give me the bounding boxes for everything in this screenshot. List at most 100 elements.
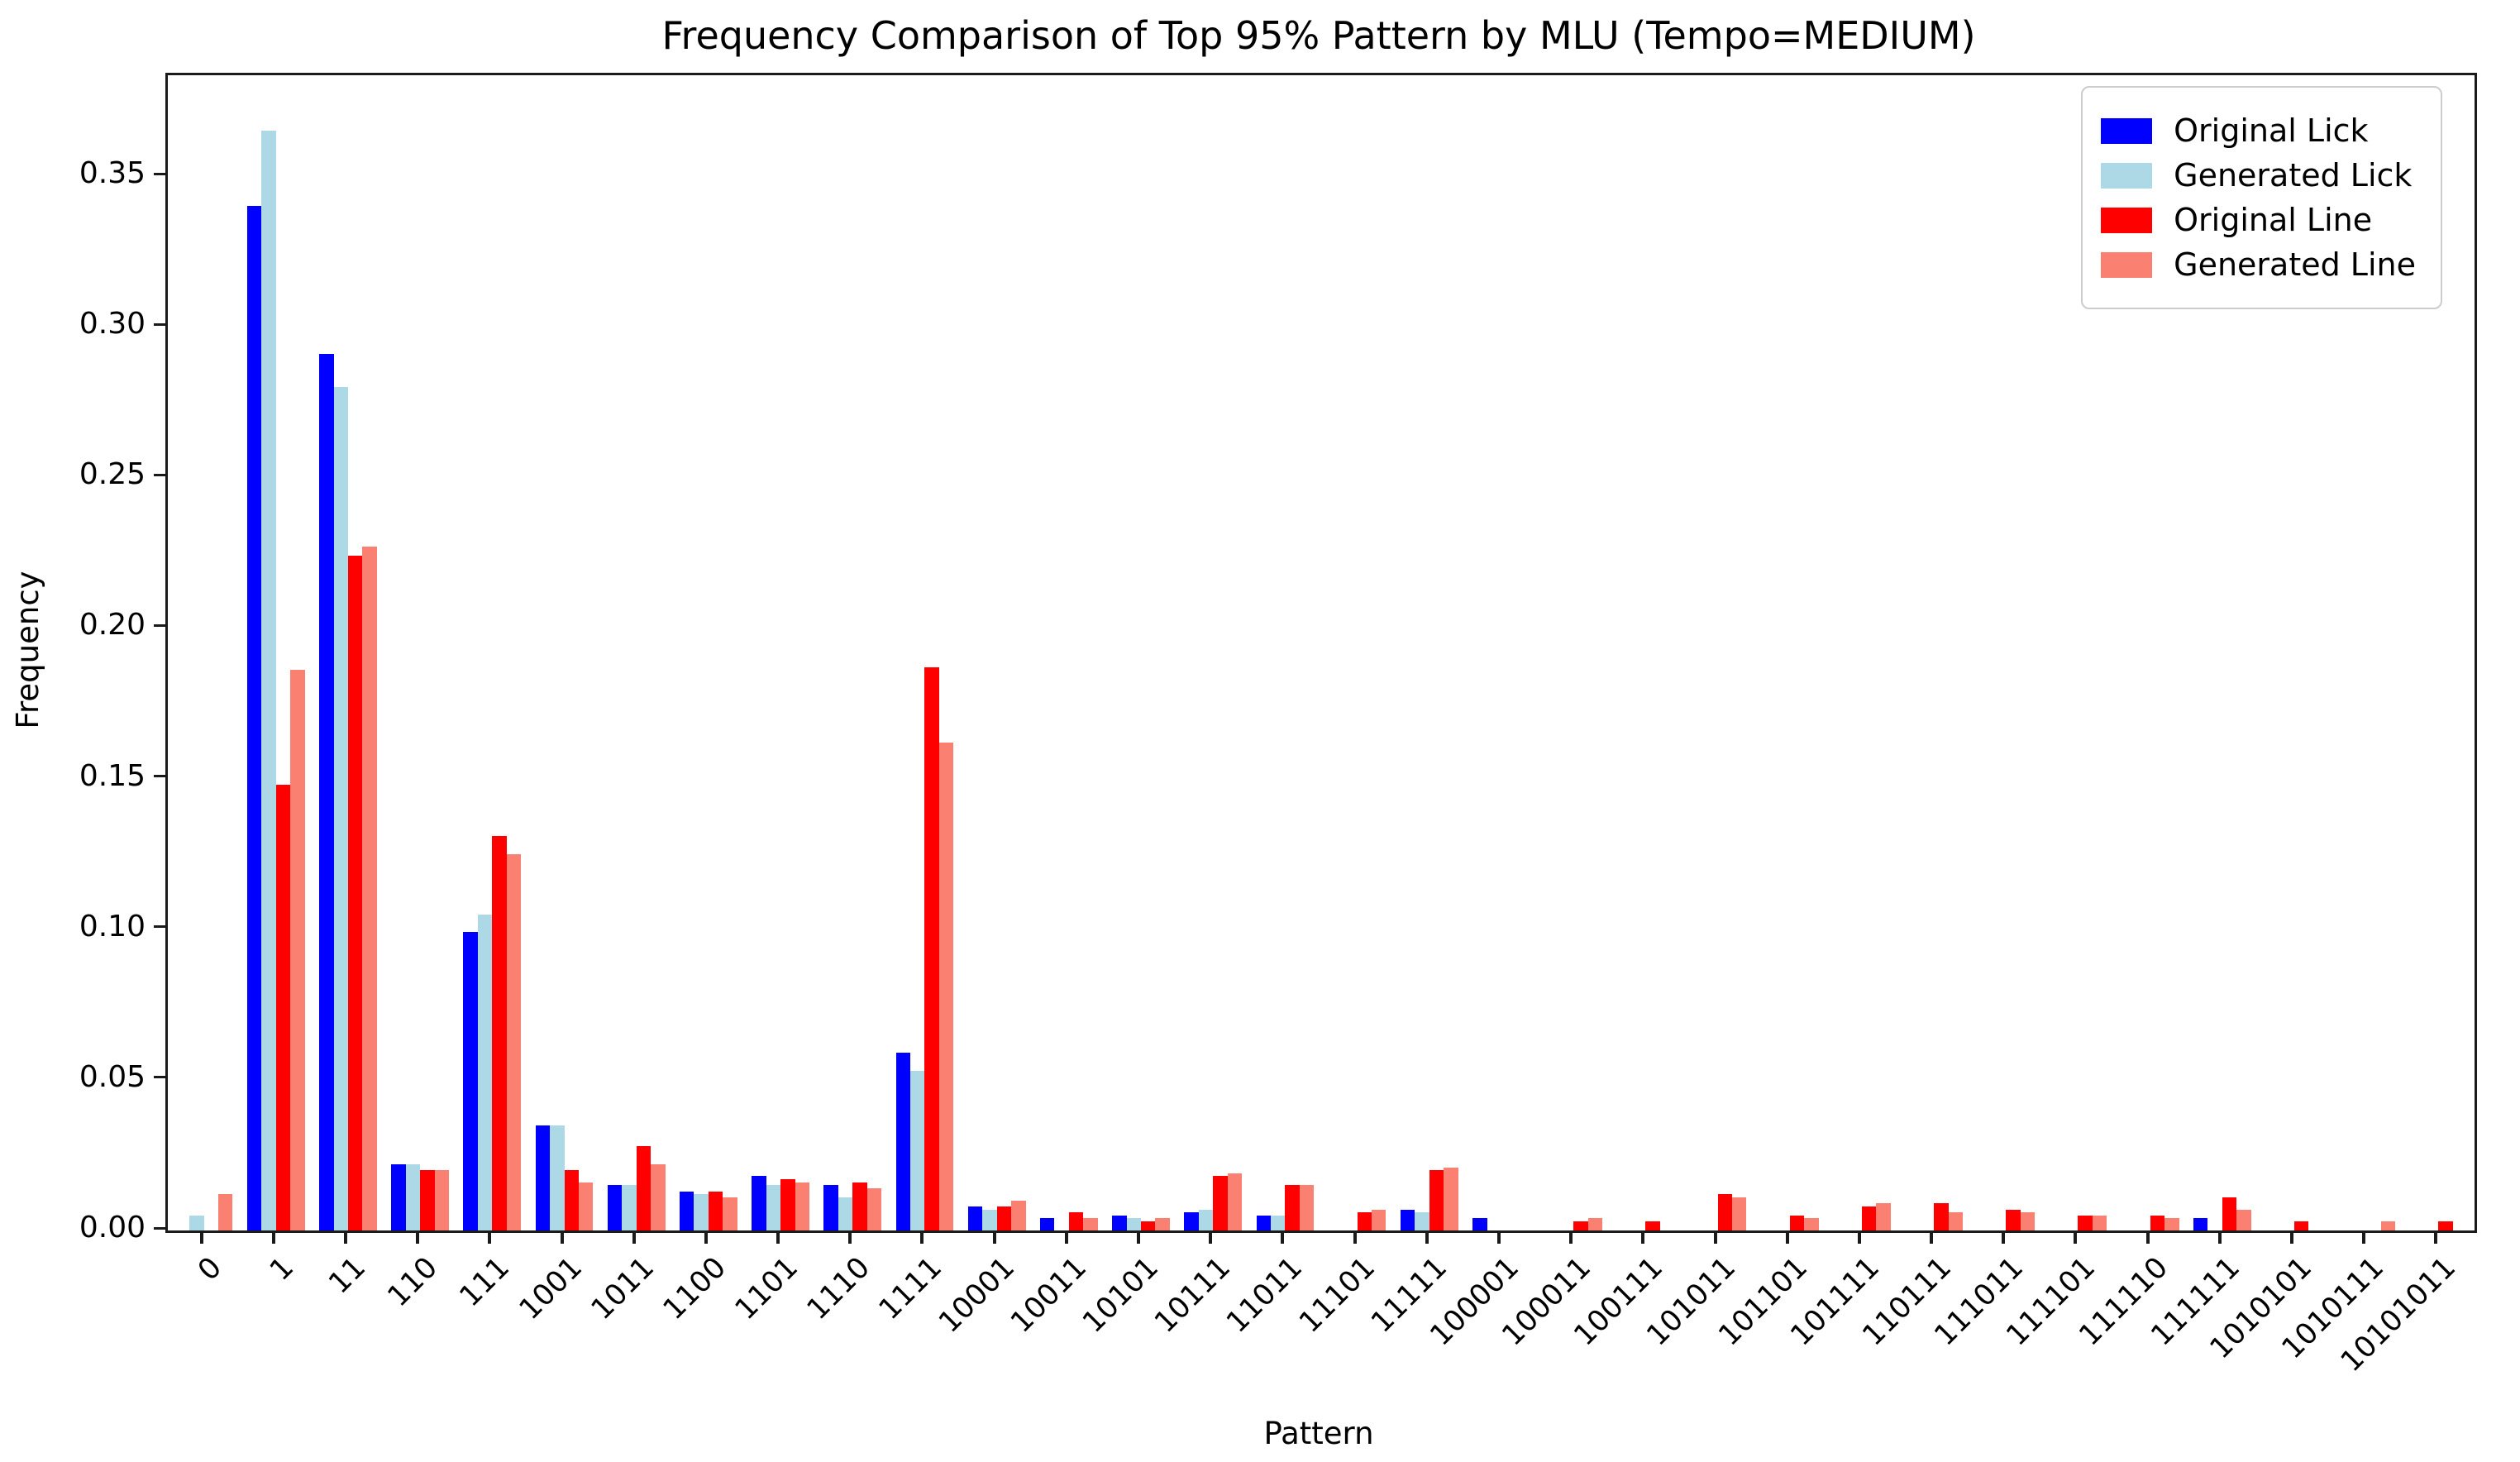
x-tick-mark [199,1230,203,1244]
legend: Original Lick Generated Lick Original Line… [2081,86,2442,309]
bar-original-line-1101 [780,1179,795,1230]
bar-generated-line-111110 [2164,1218,2179,1230]
bar-generated-lick-110 [405,1163,421,1230]
bar-generated-line-111111 [2236,1209,2251,1230]
x-tick-mark [1785,1230,1789,1244]
bar-generated-line-11 [362,547,377,1230]
bar-original-line-11011 [1285,1185,1300,1230]
bar-generated-line-110 [434,1170,450,1230]
x-tick-mark [2434,1230,2438,1244]
y-tick-mark [154,775,165,778]
bar-generated-line-11111 [1444,1167,1458,1230]
bar-original-line-101101 [1789,1215,1805,1230]
x-tick-mark [1930,1230,1934,1244]
bar-original-line-10101 [1141,1221,1156,1230]
y-tick-label: 0.00 [79,1211,146,1245]
bar-original-line-1111 [924,666,939,1230]
bar-original-lick-1101 [752,1176,766,1230]
x-tick-mark [2074,1230,2078,1244]
y-tick-mark [154,1226,165,1230]
x-tick-mark [271,1230,275,1244]
bar-generated-line-101011 [1731,1197,1747,1230]
x-tick-mark [1353,1230,1357,1244]
bar-original-line-1100 [708,1191,723,1230]
bar-generated-line-10111 [1227,1173,1243,1230]
bar-original-line-101011 [1717,1194,1732,1230]
x-tick-mark [2145,1230,2150,1244]
bar-original-lick-10011 [1039,1218,1055,1230]
x-tick-mark [2217,1230,2222,1244]
x-tick-mark [343,1230,347,1244]
legend-row: Original Lick [2101,112,2416,149]
bar-generated-lick-111 [477,914,493,1230]
bar-generated-line-1111 [938,742,954,1230]
x-tick-mark [1713,1230,1717,1244]
bar-generated-line-111101 [2092,1215,2107,1230]
bar-original-lick-111 [463,932,478,1230]
bar-generated-lick-10111 [1198,1209,1214,1230]
x-tick-mark [2290,1230,2294,1244]
bar-generated-line-11011 [1299,1185,1315,1230]
bar-original-line-10011 [1068,1212,1084,1230]
bar-original-lick-1100 [680,1191,694,1230]
bar-original-lick-10101 [1112,1215,1127,1230]
x-tick-mark [1137,1230,1141,1244]
x-tick-mark [992,1230,996,1244]
bar-original-line-10101011 [2438,1221,2453,1230]
bar-original-lick-110 [391,1163,406,1230]
bar-generated-line-10101 [1155,1218,1170,1230]
legend-label: Generated Lick [2174,157,2413,194]
bar-generated-line-110111 [1948,1212,1963,1230]
bar-generated-lick-1110 [838,1197,853,1230]
bar-original-line-11101 [1357,1212,1372,1230]
legend-label: Original Line [2174,202,2373,238]
bar-original-line-11111 [1429,1170,1444,1230]
x-tick-mark [416,1230,420,1244]
legend-row: Generated Line [2101,246,2416,283]
bar-original-lick-1 [246,206,262,1230]
legend-label: Generated Line [2174,246,2416,283]
x-tick-mark [1209,1230,1213,1244]
legend-label: Original Lick [2174,112,2369,149]
x-tick-mark [632,1230,636,1244]
bar-original-line-11 [347,556,363,1230]
bar-original-line-110 [420,1170,435,1230]
bar-generated-lick-11 [333,387,348,1230]
y-tick-mark [154,172,165,175]
bar-generated-line-100011 [1587,1218,1603,1230]
y-tick-mark [154,473,165,476]
x-tick-mark [1064,1230,1068,1244]
bar-generated-line-111011 [2020,1212,2036,1230]
bar-generated-line-0 [218,1194,233,1230]
x-tick-mark [2002,1230,2006,1244]
bar-original-line-111111 [2222,1197,2237,1230]
bar-generated-lick-1101 [766,1185,781,1230]
bar-original-line-100011 [1573,1221,1588,1230]
y-tick-label: 0.15 [79,758,146,793]
bar-generated-line-11101 [1372,1209,1386,1230]
chart-title: Frequency Comparison of Top 95% Pattern … [661,13,1976,58]
bar-generated-lick-10101 [1126,1218,1142,1230]
bar-original-line-1001 [564,1170,579,1230]
bar-generated-line-10011 [1083,1218,1098,1230]
bar-generated-line-10001 [1011,1200,1026,1230]
bar-original-lick-100001 [1472,1218,1487,1230]
x-tick-mark [1281,1230,1285,1244]
bar-generated-line-111 [506,853,522,1230]
x-tick-mark [1425,1230,1429,1244]
bar-generated-line-1110 [866,1188,882,1230]
bar-generated-line-1011 [651,1163,666,1230]
bar-original-lick-1111 [895,1053,911,1230]
bar-original-line-1 [275,784,291,1230]
bar-original-lick-1001 [535,1125,551,1230]
legend-swatch-icon [2101,162,2153,189]
x-axis-label: Pattern [1263,1416,1374,1451]
legend-swatch-icon [2101,251,2153,278]
bar-original-lick-10001 [967,1206,983,1230]
bar-generated-lick-1001 [550,1125,565,1230]
x-tick-mark [560,1230,564,1244]
bar-generated-lick-1111 [910,1070,925,1230]
y-tick-label: 0.25 [79,457,146,492]
x-tick-mark [488,1230,492,1244]
